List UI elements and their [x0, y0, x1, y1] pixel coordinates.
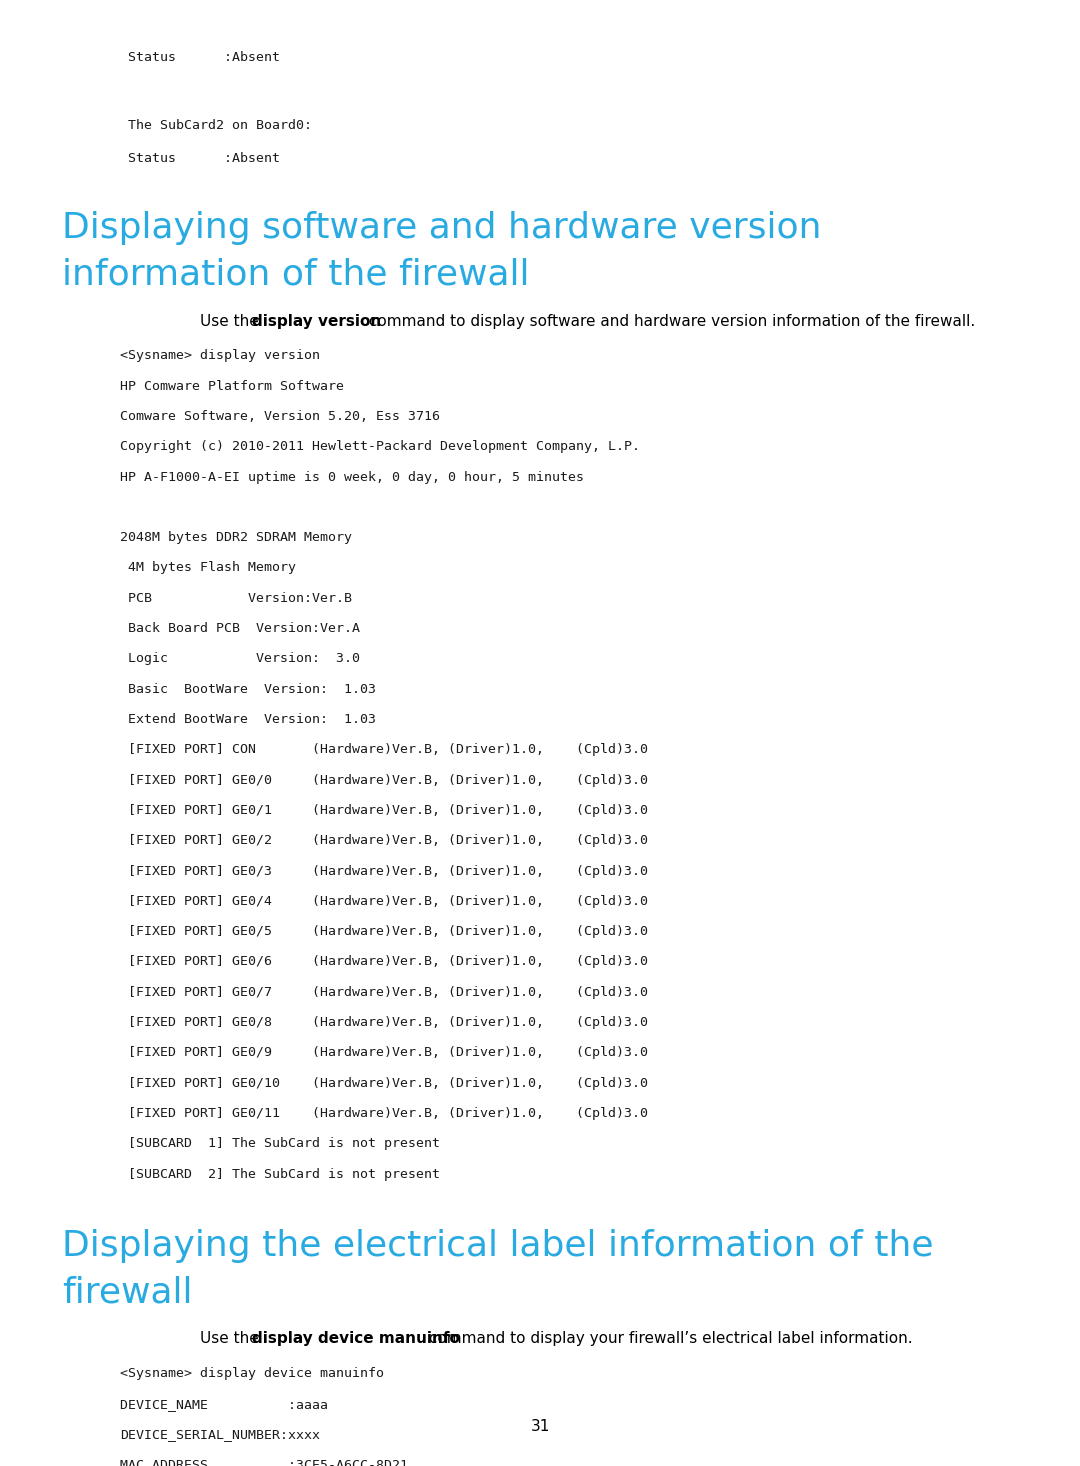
Text: Copyright (c) 2010-2011 Hewlett-Packard Development Company, L.P.: Copyright (c) 2010-2011 Hewlett-Packard … [120, 440, 639, 453]
Text: Displaying the electrical label information of the: Displaying the electrical label informat… [63, 1229, 934, 1262]
Text: HP Comware Platform Software: HP Comware Platform Software [120, 380, 343, 393]
Text: Displaying software and hardware version: Displaying software and hardware version [63, 211, 822, 245]
Text: [FIXED PORT] GE0/9     (Hardware)Ver.B, (Driver)1.0,    (Cpld)3.0: [FIXED PORT] GE0/9 (Hardware)Ver.B, (Dri… [120, 1047, 648, 1060]
Text: 4M bytes Flash Memory: 4M bytes Flash Memory [120, 561, 296, 575]
Text: command to display your firewall’s electrical label information.: command to display your firewall’s elect… [424, 1331, 913, 1346]
Text: [FIXED PORT] GE0/5     (Hardware)Ver.B, (Driver)1.0,    (Cpld)3.0: [FIXED PORT] GE0/5 (Hardware)Ver.B, (Dri… [120, 925, 648, 938]
Text: firewall: firewall [63, 1275, 193, 1309]
Text: [FIXED PORT] GE0/8     (Hardware)Ver.B, (Driver)1.0,    (Cpld)3.0: [FIXED PORT] GE0/8 (Hardware)Ver.B, (Dri… [120, 1016, 648, 1029]
Text: [FIXED PORT] GE0/7     (Hardware)Ver.B, (Driver)1.0,    (Cpld)3.0: [FIXED PORT] GE0/7 (Hardware)Ver.B, (Dri… [120, 985, 648, 998]
Text: Basic  BootWare  Version:  1.03: Basic BootWare Version: 1.03 [120, 683, 376, 696]
Text: [FIXED PORT] GE0/2     (Hardware)Ver.B, (Driver)1.0,    (Cpld)3.0: [FIXED PORT] GE0/2 (Hardware)Ver.B, (Dri… [120, 834, 648, 847]
Text: [FIXED PORT] GE0/6     (Hardware)Ver.B, (Driver)1.0,    (Cpld)3.0: [FIXED PORT] GE0/6 (Hardware)Ver.B, (Dri… [120, 956, 648, 969]
Text: [FIXED PORT] GE0/1     (Hardware)Ver.B, (Driver)1.0,    (Cpld)3.0: [FIXED PORT] GE0/1 (Hardware)Ver.B, (Dri… [120, 803, 648, 817]
Text: information of the firewall: information of the firewall [63, 258, 530, 292]
Text: DEVICE_SERIAL_NUMBER:xxxx: DEVICE_SERIAL_NUMBER:xxxx [120, 1428, 320, 1441]
Text: display device manuinfo: display device manuinfo [252, 1331, 460, 1346]
Text: The SubCard2 on Board0:: The SubCard2 on Board0: [120, 119, 312, 132]
Text: [FIXED PORT] GE0/0     (Hardware)Ver.B, (Driver)1.0,    (Cpld)3.0: [FIXED PORT] GE0/0 (Hardware)Ver.B, (Dri… [120, 774, 648, 787]
Text: Use the: Use the [200, 1331, 264, 1346]
Text: Extend BootWare  Version:  1.03: Extend BootWare Version: 1.03 [120, 712, 376, 726]
Text: PCB            Version:Ver.B: PCB Version:Ver.B [120, 592, 352, 605]
Text: [FIXED PORT] GE0/10    (Hardware)Ver.B, (Driver)1.0,    (Cpld)3.0: [FIXED PORT] GE0/10 (Hardware)Ver.B, (Dr… [120, 1076, 648, 1089]
Text: 2048M bytes DDR2 SDRAM Memory: 2048M bytes DDR2 SDRAM Memory [120, 531, 352, 544]
Text: Use the: Use the [200, 314, 264, 328]
Text: Status      :Absent: Status :Absent [120, 152, 280, 166]
Text: [FIXED PORT] GE0/4     (Hardware)Ver.B, (Driver)1.0,    (Cpld)3.0: [FIXED PORT] GE0/4 (Hardware)Ver.B, (Dri… [120, 894, 648, 907]
Text: HP A-F1000-A-EI uptime is 0 week, 0 day, 0 hour, 5 minutes: HP A-F1000-A-EI uptime is 0 week, 0 day,… [120, 471, 584, 484]
Text: Logic           Version:  3.0: Logic Version: 3.0 [120, 652, 360, 666]
Text: <Sysname> display version: <Sysname> display version [120, 349, 320, 362]
Text: Status      :Absent: Status :Absent [120, 51, 280, 65]
Text: command to display software and hardware version information of the firewall.: command to display software and hardware… [364, 314, 975, 328]
Text: display version: display version [252, 314, 381, 328]
Text: MAC_ADDRESS          :3CE5-A6CC-8D21: MAC_ADDRESS :3CE5-A6CC-8D21 [120, 1459, 408, 1466]
Text: [FIXED PORT] GE0/11    (Hardware)Ver.B, (Driver)1.0,    (Cpld)3.0: [FIXED PORT] GE0/11 (Hardware)Ver.B, (Dr… [120, 1107, 648, 1120]
Text: [SUBCARD  2] The SubCard is not present: [SUBCARD 2] The SubCard is not present [120, 1167, 440, 1180]
Text: Comware Software, Version 5.20, Ess 3716: Comware Software, Version 5.20, Ess 3716 [120, 410, 440, 424]
Text: 31: 31 [530, 1419, 550, 1434]
Text: <Sysname> display device manuinfo: <Sysname> display device manuinfo [120, 1368, 383, 1381]
Text: [FIXED PORT] GE0/3     (Hardware)Ver.B, (Driver)1.0,    (Cpld)3.0: [FIXED PORT] GE0/3 (Hardware)Ver.B, (Dri… [120, 865, 648, 878]
Text: [SUBCARD  1] The SubCard is not present: [SUBCARD 1] The SubCard is not present [120, 1138, 440, 1151]
Text: [FIXED PORT] CON       (Hardware)Ver.B, (Driver)1.0,    (Cpld)3.0: [FIXED PORT] CON (Hardware)Ver.B, (Drive… [120, 743, 648, 756]
Text: DEVICE_NAME          :aaaa: DEVICE_NAME :aaaa [120, 1397, 328, 1410]
Text: Back Board PCB  Version:Ver.A: Back Board PCB Version:Ver.A [120, 622, 360, 635]
